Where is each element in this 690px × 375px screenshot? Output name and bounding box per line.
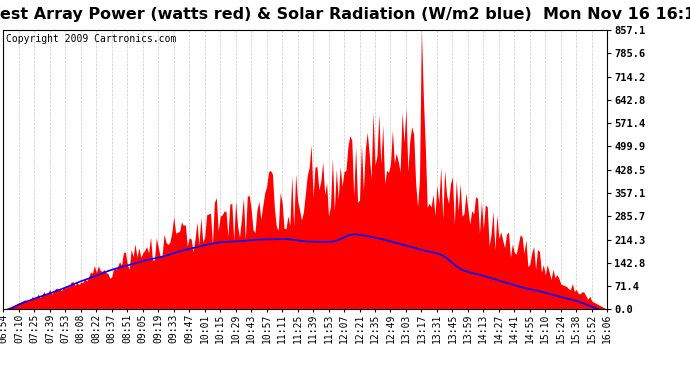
Text: West Array Power (watts red) & Solar Radiation (W/m2 blue)  Mon Nov 16 16:12: West Array Power (watts red) & Solar Rad… xyxy=(0,8,690,22)
Text: Copyright 2009 Cartronics.com: Copyright 2009 Cartronics.com xyxy=(6,34,177,44)
